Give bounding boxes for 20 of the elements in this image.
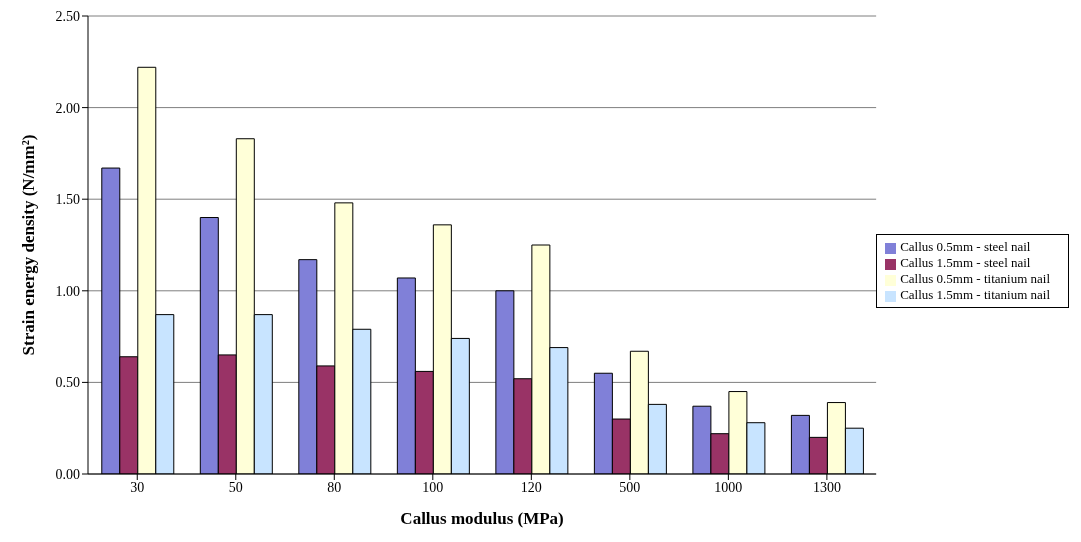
x-tick-label: 120 xyxy=(520,479,542,495)
legend-label: Callus 1.5mm - steel nail xyxy=(900,255,1031,270)
x-axis-title: Callus modulus (MPa) xyxy=(400,509,564,529)
y-tick-label: 0.00 xyxy=(55,466,80,482)
x-tick-label: 80 xyxy=(327,479,342,495)
x-tick-label: 30 xyxy=(130,479,145,495)
legend-label: Callus 1.5mm - titanium nail xyxy=(900,287,1050,302)
y-tick-label: 1.00 xyxy=(55,283,80,299)
x-tick-label: 1000 xyxy=(714,479,743,495)
x-tick-label: 50 xyxy=(228,479,243,495)
y-tick-label: 0.50 xyxy=(55,375,80,391)
y-tick-label: 2.00 xyxy=(55,100,80,116)
legend-label: Callus 0.5mm - titanium nail xyxy=(900,271,1050,286)
y-tick-label: 2.50 xyxy=(55,8,80,24)
legend-label: Callus 0.5mm - steel nail xyxy=(900,239,1031,254)
x-tick-label: 1300 xyxy=(812,479,841,495)
x-tick-label: 500 xyxy=(619,479,641,495)
y-axis-title: Strain energy density (N/mm²) xyxy=(19,134,39,356)
x-tick-label: 100 xyxy=(422,479,444,495)
y-tick-label: 1.50 xyxy=(55,192,80,208)
